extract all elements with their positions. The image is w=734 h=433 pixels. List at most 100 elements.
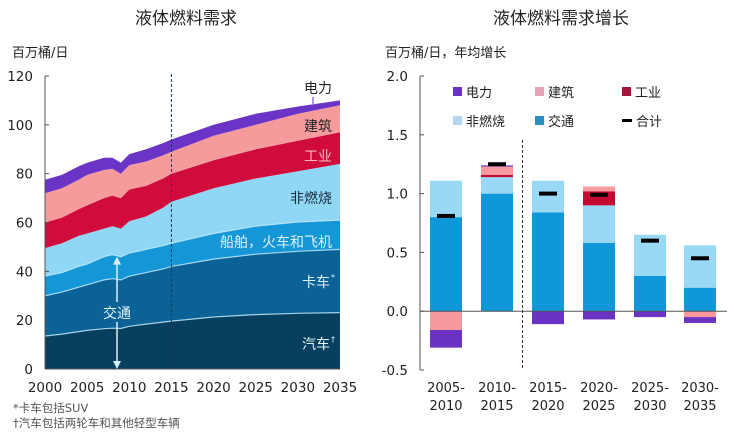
series-label-2: 船舶，火车和飞机 [220, 234, 332, 251]
total-marker [691, 256, 709, 261]
legend-item: 交通 [535, 111, 574, 130]
area-6 [45, 100, 340, 194]
transport-boundary-line [44, 219, 341, 277]
bar-x-label: 2010- [478, 381, 516, 396]
legend-label: 建筑 [548, 86, 575, 101]
bar-x-label: 2010 [429, 399, 462, 414]
legend-item: 合计 [622, 111, 662, 130]
legend-label: 电力 [466, 86, 493, 101]
area-2 [45, 220, 340, 296]
left-chart-title: 液体燃料需求 [135, 9, 237, 29]
area-0 [45, 312, 340, 369]
bar-segment-1 [481, 177, 513, 194]
right-y-tick-label: 0.0 [387, 304, 408, 320]
bar-x-label: 2020- [580, 381, 618, 396]
left-x-tick-label: 2010 [112, 380, 146, 396]
left-y-tick-label: 100 [7, 118, 33, 134]
legend-label: 合计 [636, 115, 663, 130]
bar-segment-4 [532, 311, 564, 325]
footnote-cars: †汽车包括两轮车和其他轻型车辆 [13, 416, 180, 430]
footnote-trucks: *卡车包括SUV [13, 401, 89, 415]
legend-swatch [453, 87, 462, 96]
legend-label: 非燃烧 [466, 115, 506, 130]
bar-segment-1 [430, 180, 462, 218]
left-x-tick-label: 2035 [323, 380, 357, 396]
bar-x-label: 2005- [427, 381, 465, 396]
series-label-5: 建筑 [304, 119, 332, 135]
bar-segment-1 [532, 180, 564, 213]
right-y-tick-label: 0.5 [387, 245, 408, 261]
bar-segment-2 [481, 174, 513, 178]
bar-x-label: 2030 [633, 399, 666, 414]
series-label-0: 汽车 [302, 336, 330, 353]
area-5 [45, 105, 340, 223]
legend-item: 工业 [622, 82, 661, 101]
left-x-tick-label: 2005 [70, 380, 104, 396]
total-marker [641, 238, 659, 243]
right-y-tick-label: 2.0 [387, 69, 408, 85]
left-x-tick-label: 2015 [154, 380, 188, 396]
legend-swatch [535, 116, 544, 125]
area-1 [45, 249, 340, 336]
left-y-tick-label: 20 [16, 313, 33, 329]
transport-boundary-line [44, 248, 341, 297]
series-footnote-mark: * [331, 273, 335, 282]
bar-x-label: 2035 [683, 399, 716, 414]
total-marker [437, 213, 455, 218]
left-x-tick-label: 2000 [28, 380, 62, 396]
arrow-down-icon [113, 361, 121, 369]
series-label-4: 工业 [304, 149, 332, 165]
bar-segment-1 [684, 245, 716, 288]
bar-segment-0 [481, 193, 513, 312]
legend-swatch [535, 87, 544, 96]
left-x-tick-label: 2020 [196, 380, 230, 396]
bar-segment-0 [634, 275, 666, 312]
bar-x-label: 2025- [631, 381, 669, 396]
right-y-tick-label: 1.0 [387, 187, 408, 203]
legend-swatch [622, 87, 631, 96]
left-y-tick-label: 80 [16, 167, 33, 183]
bar-x-label: 2025 [582, 399, 615, 414]
left-y-tick-label: 120 [7, 69, 33, 85]
legend-label: 交通 [548, 115, 575, 130]
bar-x-label: 2015 [480, 399, 513, 414]
series-footnote-mark: † [331, 335, 335, 344]
area-3 [45, 163, 340, 277]
legend-label: 工业 [635, 86, 662, 101]
bar-segment-0 [684, 287, 716, 312]
bar-segment-4 [684, 317, 716, 323]
right-y-tick-label: 1.5 [387, 128, 408, 144]
total-marker [488, 162, 506, 167]
bar-segment-4 [430, 330, 462, 348]
bar-segment-3 [481, 166, 513, 175]
right-chart-title: 液体燃料需求增长 [493, 9, 629, 29]
transport-label: 交通 [103, 305, 131, 322]
total-marker [590, 192, 608, 197]
series-label-3: 非燃烧 [290, 190, 332, 207]
left-x-tick-label: 2030 [281, 380, 315, 396]
right-y-unit-label: 百万桶/日，年均增长 [385, 46, 507, 61]
bar-segment-1 [583, 205, 615, 243]
legend-swatch [622, 119, 632, 122]
bar-segment-3 [583, 186, 615, 192]
legend-swatch [453, 116, 462, 125]
left-y-tick-label: 60 [16, 216, 33, 232]
legend-item: 建筑 [535, 82, 574, 101]
bar-segment-3 [430, 311, 462, 331]
legend-item: 非燃烧 [453, 111, 505, 130]
series-label-6: 电力 [304, 81, 332, 97]
left-y-tick-label: 40 [16, 264, 33, 280]
bar-x-label: 2020 [531, 399, 564, 414]
bar-segment-0 [532, 212, 564, 312]
legend-item: 电力 [453, 82, 492, 101]
bar-segment-4 [634, 311, 666, 318]
left-y-tick-label: 0 [24, 362, 33, 378]
bar-x-label: 2015- [529, 381, 567, 396]
arrow-up-icon [113, 256, 121, 265]
bar-segment-0 [430, 217, 462, 312]
bar-x-label: 2030- [681, 381, 719, 396]
bar-segment-3 [684, 311, 716, 318]
total-marker [539, 191, 557, 196]
